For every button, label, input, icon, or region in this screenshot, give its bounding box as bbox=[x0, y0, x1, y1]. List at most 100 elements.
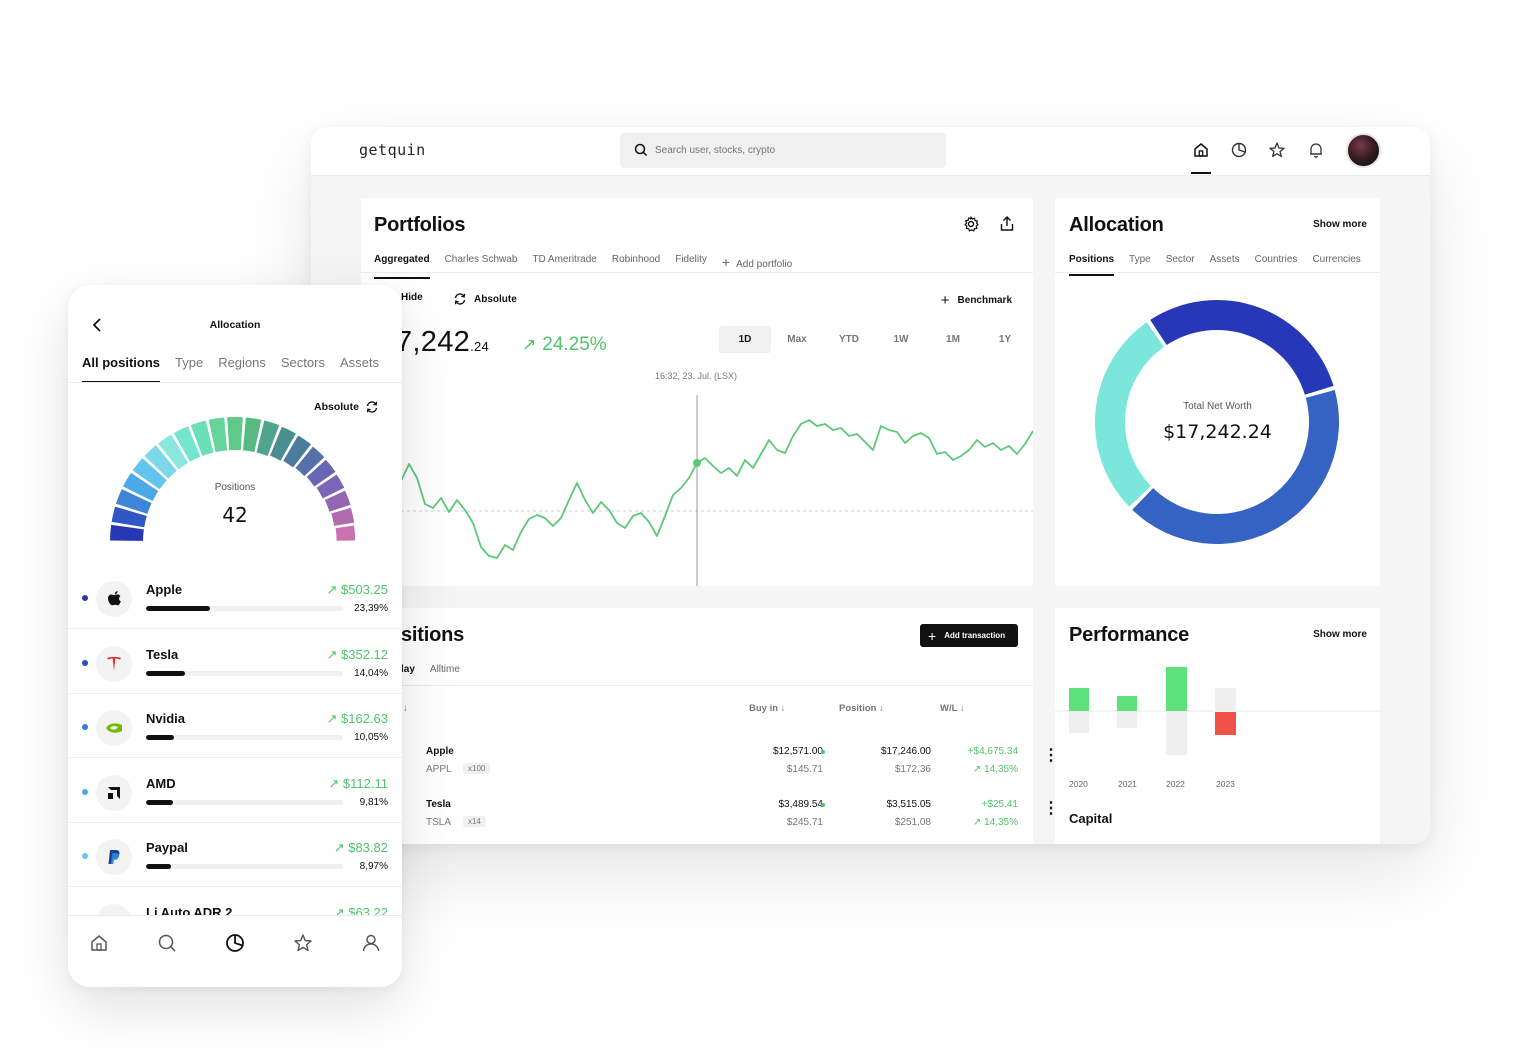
settings-icon[interactable] bbox=[962, 215, 980, 233]
absolute-toggle[interactable]: Absolute bbox=[453, 292, 517, 306]
star-icon[interactable] bbox=[292, 932, 314, 954]
gauge-segment[interactable] bbox=[324, 490, 351, 512]
tab-alltime[interactable]: Alltime bbox=[429, 664, 460, 675]
tab-type[interactable]: Type bbox=[175, 355, 204, 370]
search-icon[interactable] bbox=[156, 932, 178, 954]
profile-icon[interactable] bbox=[360, 932, 382, 954]
gauge-segment[interactable] bbox=[123, 472, 159, 502]
absolute-toggle[interactable]: Absolute bbox=[314, 400, 379, 414]
table-row[interactable]: Tesla TSLA x14 $3,489.54 $245.71 $3,515.… bbox=[401, 795, 1059, 839]
tab-sector[interactable]: Sector bbox=[1165, 254, 1195, 265]
tab-charles-schwab[interactable]: Charles Schwab bbox=[444, 254, 518, 265]
column-wl[interactable]: W/L ↓ bbox=[940, 703, 965, 714]
search-input[interactable] bbox=[655, 141, 935, 159]
share-icon[interactable] bbox=[998, 215, 1016, 233]
gauge-segment[interactable] bbox=[190, 420, 214, 456]
tesla-logo-icon bbox=[96, 645, 132, 682]
allocation-show-more[interactable]: Show more bbox=[1313, 219, 1367, 230]
list-item[interactable]: Tesla ↗ $352.12 14,04% bbox=[68, 630, 402, 694]
tab-assets[interactable]: Assets bbox=[1209, 254, 1240, 265]
donut-slice[interactable] bbox=[1095, 322, 1164, 507]
search-bar[interactable] bbox=[620, 133, 946, 168]
list-item[interactable]: Nvidia ↗ $162.63 10,05% bbox=[68, 694, 402, 758]
column-position[interactable]: Position ↓ bbox=[839, 703, 884, 714]
gauge-segment[interactable] bbox=[242, 417, 262, 453]
timeframe-ytd[interactable]: YTD bbox=[839, 334, 859, 345]
sort-arrow-icon[interactable]: ↓ bbox=[403, 703, 408, 714]
gauge-segment[interactable] bbox=[144, 445, 177, 479]
gauge-segment[interactable] bbox=[158, 434, 189, 470]
pie-chart-icon[interactable] bbox=[1230, 141, 1250, 161]
gauge-segment[interactable] bbox=[208, 417, 228, 453]
table-row[interactable]: Apple APPL x100 $12,571.00 $145.71 $17,2… bbox=[401, 742, 1059, 786]
pie-chart-icon[interactable] bbox=[224, 932, 246, 954]
chart-cursor-point[interactable] bbox=[693, 459, 701, 467]
allocation-donut-chart[interactable] bbox=[1091, 296, 1343, 548]
more-options-icon[interactable]: ⋮ bbox=[1043, 800, 1059, 817]
tab-today[interactable]: lay bbox=[401, 664, 415, 675]
bar-2021[interactable] bbox=[1117, 696, 1137, 711]
tab-countries[interactable]: Countries bbox=[1254, 254, 1298, 265]
avatar[interactable] bbox=[1346, 133, 1381, 168]
bar-2022[interactable] bbox=[1166, 667, 1187, 711]
tab-positions[interactable]: Positions bbox=[1069, 254, 1115, 276]
status-dot bbox=[821, 750, 825, 754]
tab-type[interactable]: Type bbox=[1129, 254, 1151, 265]
timeframe-1m[interactable]: 1M bbox=[946, 334, 960, 345]
timeframe-max[interactable]: Max bbox=[787, 334, 807, 345]
gauge-segment[interactable] bbox=[111, 506, 147, 528]
gauge-segment[interactable] bbox=[270, 426, 296, 461]
back-arrow-icon[interactable] bbox=[90, 317, 104, 333]
tab-fidelity[interactable]: Fidelity bbox=[675, 254, 707, 265]
column-buy-in[interactable]: Buy in ↓ bbox=[749, 703, 785, 714]
timeframe-1d[interactable]: 1D bbox=[719, 326, 771, 353]
tab-currencies[interactable]: Currencies bbox=[1312, 254, 1361, 265]
star-icon[interactable] bbox=[1268, 141, 1288, 161]
list-item[interactable]: Apple ↗ $503.25 23,39% bbox=[68, 565, 402, 629]
bell-icon[interactable] bbox=[1307, 141, 1327, 161]
tab-aggregated[interactable]: Aggregated bbox=[374, 254, 430, 279]
tab-regions[interactable]: Regions bbox=[218, 355, 266, 370]
list-item[interactable]: Li Auto ADR 2 ↗ $63.22 bbox=[68, 888, 402, 915]
gauge-segment[interactable] bbox=[110, 524, 144, 541]
tab-sectors[interactable]: Sectors bbox=[280, 355, 325, 370]
benchmark-button[interactable]: + Benchmark bbox=[941, 292, 1012, 309]
add-transaction-button[interactable]: + Add transaction bbox=[920, 624, 1018, 647]
gauge-segment[interactable] bbox=[331, 507, 355, 526]
tab-robinhood[interactable]: Robinhood bbox=[611, 254, 661, 265]
gauge-segment[interactable] bbox=[132, 458, 167, 490]
gauge-segment[interactable] bbox=[295, 446, 325, 477]
gauge-segment[interactable] bbox=[227, 417, 243, 451]
gauge-segment[interactable] bbox=[306, 459, 336, 487]
timeframe-1w[interactable]: 1W bbox=[893, 334, 909, 345]
gauge-segment[interactable] bbox=[256, 420, 280, 456]
hide-button[interactable]: Hide bbox=[401, 292, 423, 303]
performance-bar-chart[interactable] bbox=[1055, 660, 1380, 775]
gauge-segment[interactable] bbox=[173, 426, 201, 462]
mobile-title: Allocation bbox=[209, 319, 261, 331]
app-logo[interactable]: getquin bbox=[359, 141, 426, 159]
add-portfolio-button[interactable]: + Add portfolio bbox=[722, 254, 792, 279]
bar-2020[interactable] bbox=[1069, 688, 1089, 711]
tab-all-positions[interactable]: All positions bbox=[82, 355, 160, 383]
gauge-segment[interactable] bbox=[283, 435, 312, 468]
list-item[interactable]: Paypal ↗ $83.82 8,97% bbox=[68, 823, 402, 887]
gauge-segment[interactable] bbox=[335, 525, 356, 541]
home-icon[interactable] bbox=[88, 932, 110, 954]
list-item[interactable]: AMD ↗ $112.11 9,81% bbox=[68, 759, 402, 823]
home-icon[interactable] bbox=[1191, 141, 1212, 174]
performance-show-more[interactable]: Show more bbox=[1313, 629, 1367, 640]
bar-2023[interactable] bbox=[1215, 712, 1236, 735]
positions-gauge-chart[interactable] bbox=[108, 415, 362, 545]
donut-slice[interactable] bbox=[1132, 390, 1339, 544]
gauge-segment[interactable] bbox=[316, 474, 345, 499]
tab-td-ameritrade[interactable]: TD Ameritrade bbox=[532, 254, 597, 265]
more-options-icon[interactable]: ⋮ bbox=[1043, 747, 1059, 764]
position-name: Nvidia bbox=[146, 711, 186, 726]
gauge-segment[interactable] bbox=[116, 489, 152, 514]
donut-slice[interactable] bbox=[1150, 300, 1334, 395]
timeframe-1y[interactable]: 1Y bbox=[998, 334, 1012, 345]
tab-assets[interactable]: Assets bbox=[339, 355, 379, 370]
year-label: 2022 bbox=[1166, 779, 1185, 789]
portfolio-line-chart[interactable] bbox=[401, 388, 1033, 588]
